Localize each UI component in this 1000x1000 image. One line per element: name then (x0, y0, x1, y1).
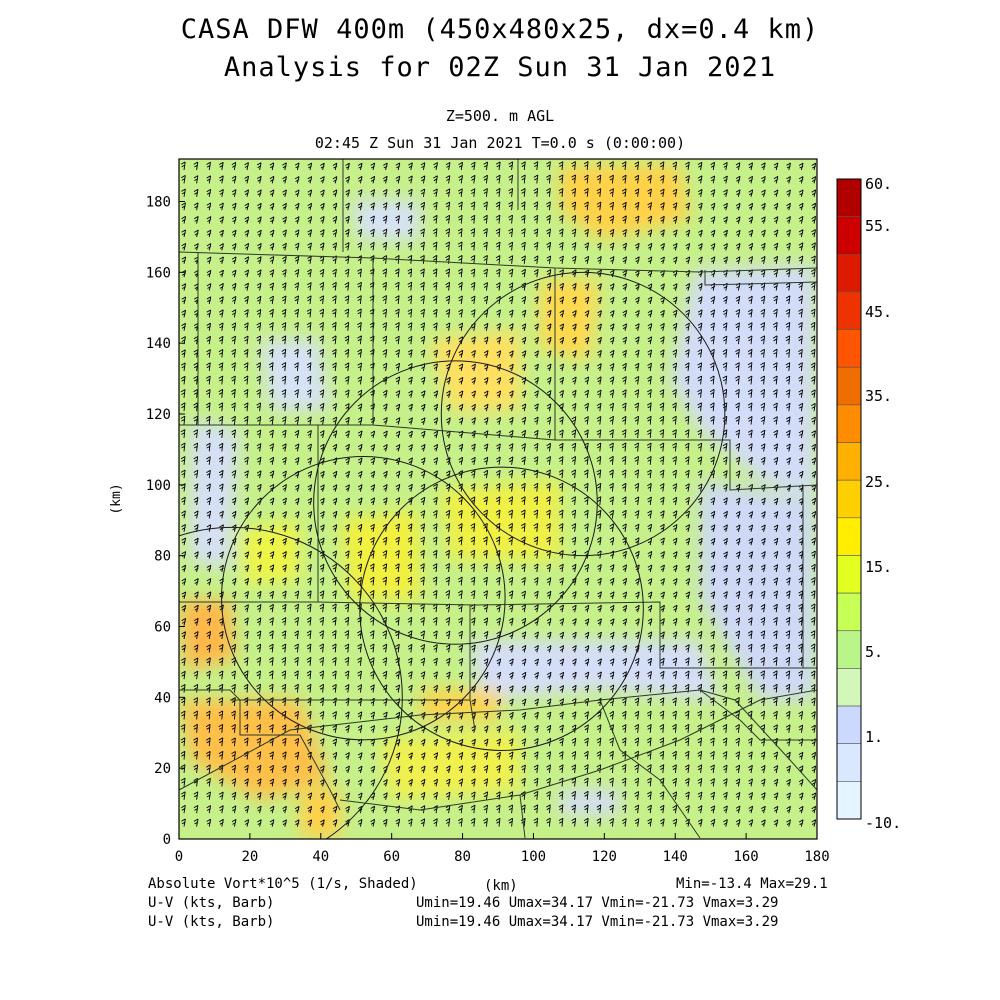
radar-range-rings (179, 271, 726, 839)
y-tick-label: 140 (146, 336, 171, 352)
uv-stats-2: Umin=19.46 Umax=34.17 Vmin=-21.73 Vmax=3… (416, 914, 779, 930)
y-tick-label: 180 (146, 195, 171, 211)
colorbar-segment (836, 592, 862, 632)
wind-barbs (180, 161, 817, 827)
colorbar-label: 25. (865, 473, 892, 491)
range-ring (221, 456, 506, 741)
colorbar-segment (836, 329, 862, 368)
vorticity-shading (179, 159, 817, 839)
colorbar-segment (836, 781, 862, 820)
colorbar-segment (836, 253, 862, 293)
x-tick-label: 120 (592, 849, 617, 865)
x-axis-title: (km) (484, 878, 518, 894)
x-tick-label: 180 (804, 849, 829, 865)
y-tick-label: 0 (163, 832, 171, 848)
range-ring (179, 526, 403, 839)
colorbar-label: 60. (865, 175, 892, 193)
colorbar: 60. 55. 45. 35. 25. 15. 5. 1. -10. (836, 175, 901, 832)
colorbar-segment (836, 291, 862, 330)
field-label: Absolute Vort*10^5 (1/s, Shaded) (148, 876, 418, 892)
chart-title-line2: Analysis for 02Z Sun 31 Jan 2021 (223, 52, 777, 83)
y-axis-title: (km) (109, 483, 124, 514)
colorbar-label: 55. (865, 217, 892, 235)
min-max-label: Min=-13.4 Max=29.1 (676, 876, 828, 892)
colorbar-segment (836, 442, 862, 481)
y-tick-label: 160 (146, 265, 171, 281)
uv-label-2: U-V (kts, Barb) (148, 914, 275, 930)
colorbar-segment (836, 178, 862, 217)
colorbar-segment (836, 517, 862, 556)
colorbar-segment (836, 479, 862, 519)
valid-time-label: 02:45 Z Sun 31 Jan 2021 T=0.0 s (0:00:00… (314, 134, 686, 152)
x-tick-label: 40 (312, 849, 329, 865)
x-tick-label: 100 (521, 849, 546, 865)
x-tick-label: 0 (175, 849, 183, 865)
colorbar-segment (836, 668, 862, 707)
range-ring (359, 466, 644, 751)
range-ring (440, 271, 726, 557)
uv-stats-1: Umin=19.46 Umax=34.17 Vmin=-21.73 Vmax=3… (416, 895, 779, 911)
colorbar-label: 35. (865, 387, 892, 405)
colorbar-segment (836, 555, 862, 594)
field-patches (180, 165, 815, 838)
x-tick-label: 80 (454, 849, 471, 865)
chart-title-line1: CASA DFW 400m (450x480x25, dx=0.4 km) (180, 14, 820, 45)
colorbar-label: 1. (865, 728, 883, 746)
level-label: Z=500. m AGL (445, 107, 555, 125)
x-axis: 0 20 40 60 80 100 120 140 160 180 (175, 833, 830, 865)
y-tick-label: 120 (146, 407, 171, 423)
range-ring (313, 360, 598, 645)
barb-field (180, 161, 817, 827)
colorbar-label: 45. (865, 303, 892, 321)
colorbar-label: -10. (865, 814, 901, 832)
colorbar-segment (836, 366, 862, 406)
plot-frame (178, 158, 818, 840)
y-tick-label: 100 (146, 478, 171, 494)
y-tick-label: 80 (154, 549, 171, 565)
colorbar-segment (836, 404, 862, 443)
colorbar-segment (836, 705, 862, 745)
y-tick-label: 40 (154, 690, 171, 706)
y-axis: 0 20 40 60 80 100 120 140 160 180 (146, 195, 185, 848)
x-tick-label: 160 (733, 849, 758, 865)
colorbar-segment (836, 630, 862, 669)
colorbar-segment (836, 743, 862, 782)
colorbar-label: 15. (865, 558, 892, 576)
x-tick-label: 140 (663, 849, 688, 865)
colorbar-segment (836, 216, 862, 255)
x-tick-label: 20 (241, 849, 258, 865)
uv-label-1: U-V (kts, Barb) (148, 895, 275, 911)
colorbar-label: 5. (865, 643, 883, 661)
x-tick-label: 60 (383, 849, 400, 865)
y-tick-label: 60 (154, 620, 171, 636)
y-tick-label: 20 (154, 761, 171, 777)
colorbar-frame (836, 178, 862, 820)
county-boundaries (179, 159, 817, 839)
